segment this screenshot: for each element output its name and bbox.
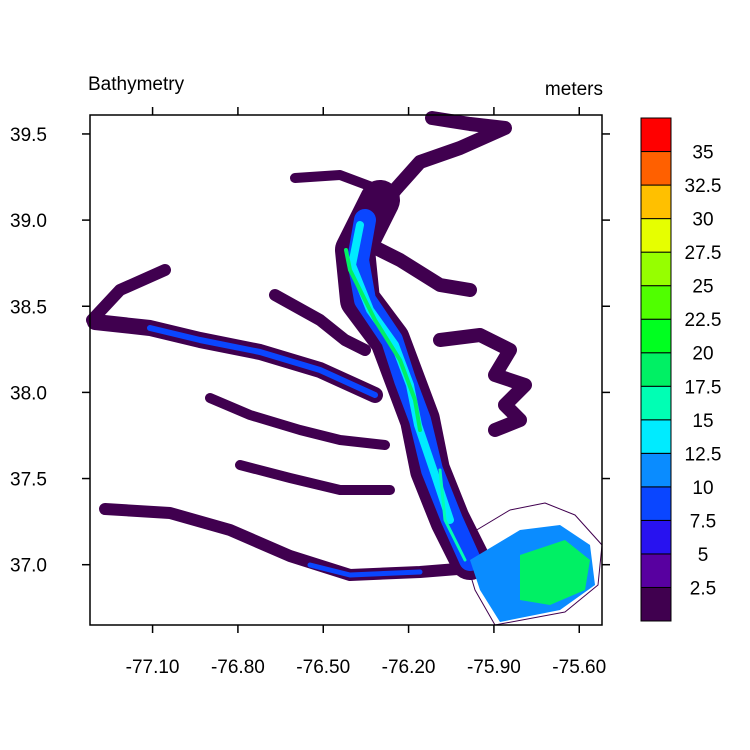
colorbar-label: 32.5 (685, 176, 722, 197)
colorbar-box (640, 285, 672, 320)
colorbar-label: 12.5 (685, 444, 722, 465)
colorbar-label: 30 (692, 210, 713, 231)
colorbar-box (640, 452, 672, 488)
colorbar-label: 15 (692, 411, 713, 432)
x-tick-label: -75.60 (552, 657, 606, 678)
colorbar-label: 17.5 (685, 377, 722, 398)
y-tick-label: 39.0 (10, 211, 47, 232)
y-tick-label: 39.5 (10, 125, 47, 146)
map-title: Bathymetry (88, 74, 185, 95)
deep-channel (344, 221, 590, 605)
colorbar-label: 20 (692, 344, 713, 365)
colorbar-box (640, 151, 672, 186)
colorbar-box (640, 586, 672, 622)
bathymetry (86, 111, 603, 626)
x-tick-label: -76.80 (211, 657, 265, 678)
x-tick-label: -76.20 (382, 657, 436, 678)
y-tick-label: 38.5 (10, 297, 47, 318)
colorbar-label: 25 (692, 277, 713, 298)
colorbar: 2.5 5 7.5 10 12.5 15 17.5 20 22.5 25 27.5 30 32.5 35 (640, 117, 722, 622)
colorbar-box (640, 419, 672, 454)
colorbar-box (640, 486, 672, 521)
colorbar-box (640, 352, 672, 387)
colorbar-label: 35 (692, 143, 713, 164)
colorbar-label: 22.5 (685, 310, 722, 331)
y-tick-label: 37.5 (10, 470, 47, 491)
axes: -77.10 -76.80 -76.50 -76.20 -75.90 -75.60 37.0… (10, 107, 610, 678)
y-tick-label: 38.0 (10, 383, 47, 404)
x-tick-label: -75.90 (467, 657, 521, 678)
colorbar-label: 27.5 (685, 243, 722, 264)
colorbar-box (640, 251, 672, 287)
colorbar-box (640, 117, 672, 153)
units-label: meters (545, 79, 603, 100)
colorbar-box (640, 519, 672, 555)
colorbar-box (640, 553, 672, 588)
colorbar-label: 7.5 (690, 511, 716, 532)
colorbar-label: 2.5 (690, 578, 716, 599)
colorbar-box (640, 184, 672, 220)
colorbar-label: 10 (692, 478, 713, 499)
colorbar-label: 5 (698, 545, 709, 566)
colorbar-box (640, 385, 672, 421)
colorbar-box (640, 218, 672, 253)
colorbar-box (640, 318, 672, 354)
plot-frame (89, 114, 603, 626)
x-tick-label: -77.10 (126, 657, 180, 678)
y-tick-label: 37.0 (10, 556, 47, 577)
x-tick-label: -76.50 (296, 657, 350, 678)
